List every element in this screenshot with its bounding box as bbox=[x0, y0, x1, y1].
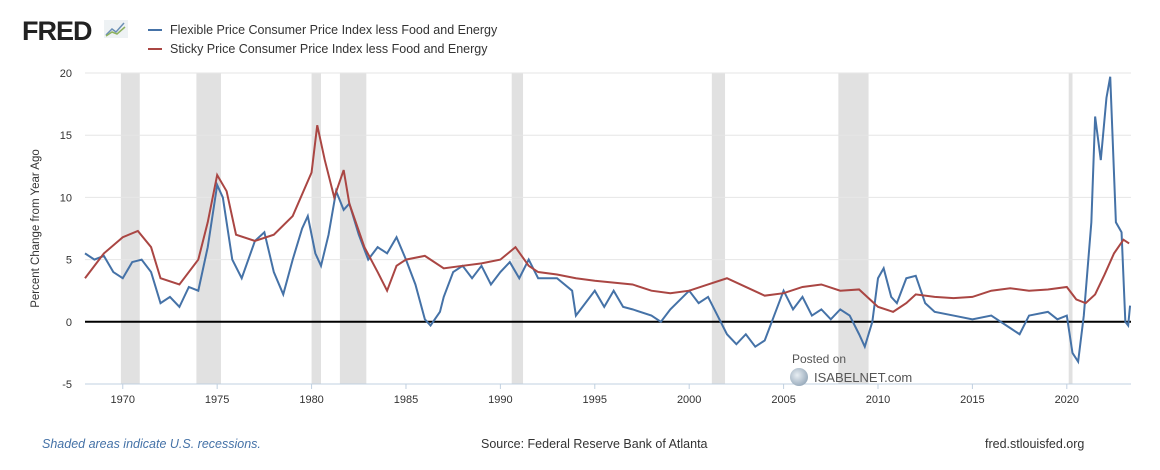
x-tick-label: 2000 bbox=[677, 394, 701, 406]
legend-label: Flexible Price Consumer Price Index less… bbox=[170, 22, 498, 37]
recession-band bbox=[311, 73, 322, 384]
x-tick-label: 1990 bbox=[488, 394, 512, 406]
watermark: Posted on ISABELNET.com bbox=[790, 352, 912, 386]
y-tick-label: 15 bbox=[60, 130, 72, 142]
y-tick-label: 5 bbox=[66, 255, 72, 267]
legend-item-flexible[interactable]: Flexible Price Consumer Price Index less… bbox=[148, 20, 497, 39]
x-tick-label: 2005 bbox=[771, 394, 795, 406]
x-tick-label: 1995 bbox=[583, 394, 607, 406]
y-tick-label: 20 bbox=[60, 68, 72, 80]
x-tick-label: 1975 bbox=[205, 394, 229, 406]
x-tick-label: 2010 bbox=[866, 394, 890, 406]
plot-area: -5 0 5 10 15 20 1970 1975 1980 1985 1990 1995 2000 20… bbox=[30, 68, 1132, 406]
series-line-flexible bbox=[84, 76, 1132, 365]
site-link[interactable]: fred.stlouisfed.org bbox=[985, 437, 1085, 451]
recession-band bbox=[1068, 73, 1073, 384]
y-tick-label: -5 bbox=[62, 379, 72, 391]
watermark-posted: Posted on bbox=[792, 352, 847, 366]
recession-note: Shaded areas indicate U.S. recessions. bbox=[42, 437, 261, 451]
globe-icon bbox=[790, 368, 808, 386]
fred-logo: FRED bbox=[22, 16, 92, 46]
recession-band bbox=[120, 73, 140, 384]
legend-item-sticky[interactable]: Sticky Price Consumer Price Index less F… bbox=[148, 39, 497, 58]
x-tick-label: 2015 bbox=[960, 394, 984, 406]
source-note: Source: Federal Reserve Bank of Atlanta bbox=[481, 437, 708, 451]
x-tick-label: 1985 bbox=[394, 394, 418, 406]
recession-band bbox=[511, 73, 524, 384]
fred-chart-logo-icon bbox=[104, 20, 128, 38]
recession-band bbox=[711, 73, 726, 384]
series-line-sticky bbox=[84, 125, 1130, 313]
y-tick-label: 10 bbox=[60, 192, 72, 204]
x-tick-label: 1970 bbox=[111, 394, 135, 406]
legend-label: Sticky Price Consumer Price Index less F… bbox=[170, 41, 488, 56]
y-axis-label: Percent Change from Year Ago bbox=[30, 149, 42, 308]
legend: Flexible Price Consumer Price Index less… bbox=[148, 20, 497, 58]
x-tick-label: 2020 bbox=[1055, 394, 1079, 406]
watermark-site: ISABELNET.com bbox=[814, 369, 913, 385]
recession-band bbox=[339, 73, 367, 384]
y-tick-label: 0 bbox=[66, 317, 72, 329]
recession-band bbox=[838, 73, 869, 384]
recession-band bbox=[196, 73, 221, 384]
x-tick-label: 1980 bbox=[299, 394, 323, 406]
